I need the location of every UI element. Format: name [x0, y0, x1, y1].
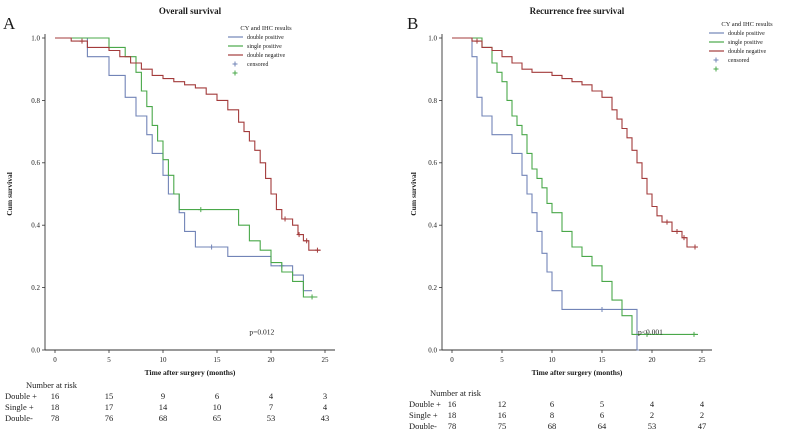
y-tick-label: 0.8 [428, 97, 437, 105]
panel-overall-survival: A Overall survival 0 5 10 15 20 25 0.0 0.2 0.4 0.6 0… [3, 6, 335, 423]
legend-title: CY and IHC results [721, 21, 773, 28]
km-curve-single-positive [55, 37, 318, 298]
legend-title: CY and IHC results [240, 25, 292, 32]
y-tick-label: 0.4 [428, 222, 437, 230]
p-value-label: p<0.001 [638, 327, 663, 336]
risk-table-row-label: Double- [409, 421, 437, 431]
x-tick-label: 10 [160, 356, 168, 364]
risk-table-cell: 78 [448, 421, 457, 431]
risk-table-cell: 6 [215, 391, 219, 401]
km-curve-double-positive [55, 37, 312, 292]
risk-table-cell: 16 [51, 391, 60, 401]
chart-title: Recurrence free survival [530, 6, 625, 16]
y-tick-label: 0.8 [31, 97, 40, 105]
risk-table-cell: 6 [550, 399, 554, 409]
y-tick-label: 1.0 [428, 34, 437, 42]
y-axis-label: Cum survival [5, 172, 14, 216]
risk-table-cell: 64 [598, 421, 607, 431]
x-tick-label: 20 [268, 356, 276, 364]
risk-table-cell: 16 [448, 399, 457, 409]
km-plot-overall-survival: A Overall survival 0 5 10 15 20 25 0.0 0.2 0.4 0.6 0… [3, 6, 335, 423]
x-tick-label: 5 [107, 356, 111, 364]
risk-table-cell: 3 [323, 391, 327, 401]
x-tick-label: 15 [214, 356, 222, 364]
risk-table-cell: 17 [105, 402, 114, 412]
x-axis-label: Time after surgery (months) [145, 368, 236, 377]
risk-table-cell: 16 [498, 410, 507, 420]
legend-entry-label: double positive [728, 31, 765, 37]
panel-recurrence-free-survival: B Recurrence free survival 0 5 10 15 20 25 0.0 0.… [404, 0, 808, 441]
risk-table-cell: 14 [159, 402, 168, 412]
x-tick-label: 20 [649, 356, 657, 364]
risk-table-cell: 7 [269, 402, 273, 412]
risk-table-cell: 2 [650, 410, 654, 420]
km-curve-single-positive [452, 37, 698, 335]
risk-table-row-label: Single + [409, 410, 438, 420]
risk-table-cell: 65 [213, 413, 222, 423]
risk-table-cell: 10 [213, 402, 222, 412]
risk-table-cell: 18 [448, 410, 457, 420]
y-tick-label: 0.6 [31, 159, 40, 167]
legend-entry-label: double negative [728, 49, 766, 55]
risk-table-cell: 53 [267, 413, 276, 423]
x-tick-label: 10 [549, 356, 557, 364]
km-curve-double-positive [452, 37, 639, 351]
risk-table-header: Number at risk [26, 380, 78, 390]
risk-table-cell: 12 [498, 399, 507, 409]
risk-table-header: Number at risk [430, 388, 482, 398]
y-tick-label: 0.4 [31, 222, 40, 230]
y-tick-label: 0.2 [31, 284, 40, 292]
x-tick-label: 5 [500, 356, 504, 364]
risk-table-row-label: Double + [5, 391, 37, 401]
risk-table-cell: 6 [600, 410, 604, 420]
x-tick-label: 25 [322, 356, 330, 364]
risk-table-cell: 4 [650, 399, 655, 409]
x-tick-label: 25 [699, 356, 707, 364]
risk-table-cell: 4 [323, 402, 328, 412]
p-value-label: p=0.012 [249, 327, 274, 336]
km-curve-double-negative [452, 37, 698, 248]
risk-table-row-label: Double + [409, 399, 441, 409]
y-tick-label: 0.0 [428, 346, 437, 354]
panel-label: B [407, 14, 418, 33]
km-curve-double-negative [55, 37, 321, 251]
risk-table-cell: 4 [700, 399, 705, 409]
x-tick-label: 0 [450, 356, 454, 364]
risk-table-cell: 53 [648, 421, 657, 431]
risk-table-cell: 9 [161, 391, 165, 401]
x-tick-label: 0 [53, 356, 57, 364]
risk-table-cell: 15 [105, 391, 114, 401]
y-axis-label: Cum survival [409, 172, 418, 216]
legend-entry-label: censored [728, 58, 749, 64]
legend-entry-label: single positive [728, 40, 763, 46]
risk-table-cell: 2 [700, 410, 704, 420]
risk-table-cell: 76 [105, 413, 114, 423]
chart-title: Overall survival [159, 6, 222, 16]
legend-entry-label: double negative [247, 53, 285, 59]
risk-table-cell: 47 [698, 421, 707, 431]
risk-table-cell: 18 [51, 402, 60, 412]
risk-table-row-label: Single + [5, 402, 34, 412]
legend-entry-label: single positive [247, 44, 282, 50]
risk-table-row-label: Double- [5, 413, 33, 423]
risk-table-cell: 4 [269, 391, 274, 401]
legend-entry-label: censored [247, 62, 268, 68]
x-axis-label: Time after surgery (months) [532, 368, 623, 377]
risk-table-cell: 75 [498, 421, 507, 431]
risk-table-cell: 78 [51, 413, 60, 423]
panel-label: A [3, 14, 16, 33]
y-tick-label: 1.0 [31, 34, 40, 42]
risk-table-cell: 8 [550, 410, 554, 420]
y-tick-label: 0.6 [428, 159, 437, 167]
risk-table-cell: 68 [548, 421, 557, 431]
risk-table-cell: 43 [321, 413, 330, 423]
y-tick-label: 0.0 [31, 346, 40, 354]
risk-table-cell: 68 [159, 413, 168, 423]
risk-table-cell: 5 [600, 399, 604, 409]
x-tick-label: 15 [599, 356, 607, 364]
legend-entry-label: double positive [247, 35, 284, 41]
y-tick-label: 0.2 [428, 284, 437, 292]
